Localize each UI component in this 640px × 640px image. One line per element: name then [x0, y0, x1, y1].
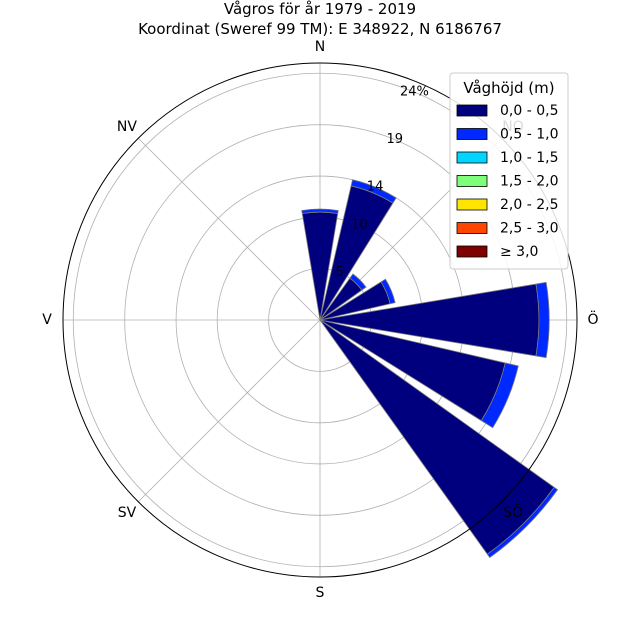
direction-label-SÖ: SÖ — [503, 503, 523, 521]
radial-tick-label: 24% — [400, 85, 429, 100]
direction-label-SV: SV — [118, 505, 137, 521]
bar-sector-67.5-bin-2 — [380, 278, 396, 305]
legend-swatch — [456, 222, 488, 234]
bar-sector-45-bin-2 — [349, 273, 367, 291]
outer-ring — [62, 62, 578, 578]
bar-sector-135-bin-2 — [486, 486, 559, 559]
legend-swatch — [456, 198, 488, 211]
direction-label-NV: NV — [117, 119, 137, 135]
bar-sector-112.5-bin-2 — [480, 362, 519, 429]
sector-bars — [301, 179, 559, 559]
legend-entry-label: 1,0 - 1,5 — [500, 150, 558, 166]
legend-entry-label: ≥ 3,0 — [500, 244, 538, 260]
bar-sector-0-bin-2 — [301, 208, 339, 214]
radial-tick-label: 19 — [386, 132, 403, 147]
legend-swatch — [456, 104, 488, 117]
bar-sector-90-bin-2 — [535, 281, 550, 359]
legend-frame — [449, 72, 569, 270]
legend-entry-label: 0,5 - 1,0 — [500, 127, 558, 143]
chart-title: Vågros för år 1979 - 2019 — [224, 0, 416, 18]
radial-tick-label: 5 — [336, 265, 344, 280]
legend-swatch — [456, 245, 488, 258]
grid-spoke — [137, 319, 321, 503]
legend-swatch — [456, 128, 488, 140]
legend-entry-label: 1,5 - 2,0 — [500, 174, 558, 190]
direction-label-S: S — [316, 585, 325, 601]
legend-entry-label: 2,5 - 3,0 — [500, 221, 558, 237]
radial-tick-label: 14 — [367, 180, 384, 195]
legend-entry-label: 0,0 - 0,5 — [500, 103, 558, 119]
legend-swatch — [456, 175, 488, 187]
legend: Våghöjd (m) 0,0 - 0,5 0,5 - 1,0 1,0 - 1,5 1… — [449, 72, 569, 270]
legend-swatch — [456, 151, 488, 164]
direction-label-V: V — [42, 312, 52, 328]
direction-label-N: N — [315, 39, 325, 55]
grid-spoke — [137, 137, 321, 321]
radial-tick-labels: 5 10 14 19 24% — [336, 85, 429, 280]
legend-title: Våghöjd (m) — [463, 79, 554, 97]
bar-sector-22.5-bin-2 — [350, 179, 397, 204]
radial-tick-label: 10 — [351, 218, 368, 233]
legend-entry-label: 2,0 - 2,5 — [500, 197, 558, 213]
chart-subtitle: Koordinat (Sweref 99 TM): E 348922, N 61… — [138, 20, 502, 38]
direction-label-Ö: Ö — [587, 310, 598, 328]
